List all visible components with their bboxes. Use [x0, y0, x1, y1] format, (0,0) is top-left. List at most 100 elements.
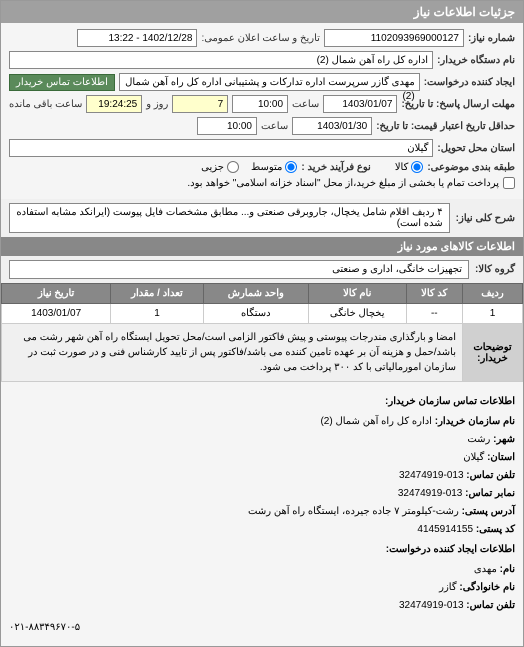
desc-text: امضا و بارگذاری مندرجات پیوستی و پیش فاک…: [2, 324, 463, 382]
row-buyer-org: نام دستگاه خریدار: اداره کل راه آهن شمال…: [9, 51, 515, 69]
days-remaining-value: 7: [172, 95, 228, 113]
deadline-label: مهلت ارسال پاسخ: تا تاریخ:: [401, 99, 515, 110]
deadline-date-value: 1403/01/07: [323, 95, 397, 113]
payment-checkbox-label: پرداخت تمام یا بخشی از مبلغ خرید،از محل …: [187, 178, 499, 189]
process-type-label: نوع فرآیند خرید :: [301, 162, 370, 173]
td-date: 1403/01/07: [2, 304, 111, 324]
contact-phone-value: 013-32474919: [399, 470, 464, 481]
remaining-suffix: ساعت باقی مانده: [9, 99, 82, 110]
goods-group-label: گروه کالا:: [475, 264, 515, 275]
buyer-contact-title: اطلاعات تماس سازمان خریدار:: [9, 394, 515, 410]
radio-small-label: جزیی: [201, 162, 224, 173]
desc-row: توضیحات خریدار: امضا و بارگذاری مندرجات …: [2, 324, 523, 382]
td-name: یخچال خانگی: [308, 304, 406, 324]
contact-req-phone-value: 013-32474919: [399, 600, 464, 611]
deadline-time-value: 10:00: [232, 95, 288, 113]
contact-line-postal: کد پستی: 4145914155: [9, 522, 515, 538]
th-qty: تعداد / مقدار: [111, 284, 203, 304]
contact-name-label: نام:: [500, 564, 515, 575]
th-unit: واحد شمارش: [203, 284, 308, 304]
contact-org-label: نام سازمان خریدار:: [435, 416, 515, 427]
contact-org-value: اداره کل راه آهن شمال (2): [320, 416, 432, 427]
contact-line-fax: نمابر تماس: 013-32474919: [9, 486, 515, 502]
need-title-value: ۴ ردیف اقلام شامل یخچال، جاروبرقی صنعتی …: [9, 203, 450, 233]
radio-group-1: کالا: [395, 161, 424, 173]
goods-table: ردیف کد کالا نام کالا واحد شمارش تعداد /…: [1, 283, 523, 382]
desc-label: توضیحات خریدار:: [463, 324, 523, 382]
td-row: 1: [463, 304, 523, 324]
contact-line-city: شهر: رشت: [9, 432, 515, 448]
row-req-number: شماره نیاز: 1102093969000127 تاریخ و ساع…: [9, 29, 515, 47]
contact-name-value: مهدی: [474, 564, 497, 575]
radio-goods-label: کالا: [395, 162, 409, 173]
contact-phone-label: تلفن تماس:: [466, 470, 515, 481]
table-header-row: ردیف کد کالا نام کالا واحد شمارش تعداد /…: [2, 284, 523, 304]
goods-section-title: اطلاعات کالاهای مورد نیاز: [1, 237, 523, 256]
req-number-value: 1102093969000127: [324, 29, 464, 47]
contact-city-label: شهر:: [493, 434, 515, 445]
footer-phone: ۰۲۱-۸۸۳۴۹۶۷۰-۵: [9, 622, 80, 633]
contact-province-label: استان:: [487, 452, 515, 463]
contact-city-value: رشت: [467, 434, 490, 445]
contact-postal-value: 4145914155: [417, 524, 473, 535]
row-province: استان محل تحویل: گیلان: [9, 139, 515, 157]
th-name: نام کالا: [308, 284, 406, 304]
contact-line-address: آدرس پستی: رشت-کیلومتر ۷ جاده جیرده، ایس…: [9, 504, 515, 520]
row-classification: طبقه بندی موضوعی: کالا نوع فرآیند خرید :…: [9, 161, 515, 173]
radio-small-item[interactable]: جزیی: [201, 161, 239, 173]
time-label-1: ساعت: [292, 99, 319, 110]
contact-address-label: آدرس پستی:: [462, 506, 515, 517]
time-label-2: ساعت: [261, 121, 288, 132]
radio-medium[interactable]: [285, 161, 297, 173]
validity-time-value: 10:00: [197, 117, 257, 135]
validity-date-value: 1403/01/30: [292, 117, 372, 135]
th-date: تاریخ نیاز: [2, 284, 111, 304]
td-unit: دستگاه: [203, 304, 308, 324]
payment-checkbox[interactable]: [503, 177, 515, 189]
contact-province-value: گیلان: [463, 452, 484, 463]
remaining-time-value: 19:24:25: [86, 95, 142, 113]
radio-medium-label: متوسط: [251, 162, 282, 173]
requester-value: مهدی گازر سرپرست اداره تدارکات و پشتیبان…: [119, 73, 420, 91]
td-qty: 1: [111, 304, 203, 324]
contact-lastname-value: گازر: [439, 582, 456, 593]
contact-button[interactable]: اطلاعات تماس خریدار: [9, 74, 115, 91]
province-label: استان محل تحویل:: [437, 143, 515, 154]
goods-group-row: گروه کالا: تجهیزات خانگی، اداری و صنعتی: [1, 256, 523, 283]
province-value: گیلان: [9, 139, 433, 157]
page-header: جزئیات اطلاعات نیاز: [1, 1, 523, 23]
radio-medium-item[interactable]: متوسط: [251, 161, 297, 173]
need-title-row: شرح کلی نیاز: ۴ ردیف اقلام شامل یخچال، ج…: [1, 199, 523, 237]
contact-line-req-phone: تلفن تماس: 013-32474919: [9, 598, 515, 614]
radio-group-2: متوسط جزیی: [201, 161, 297, 173]
contact-postal-label: کد پستی:: [476, 524, 515, 535]
contact-req-phone-label: تلفن تماس:: [466, 600, 515, 611]
buyer-org-label: نام دستگاه خریدار:: [437, 55, 515, 66]
need-title-label: شرح کلی نیاز:: [456, 213, 515, 224]
th-code: کد کالا: [406, 284, 462, 304]
contact-fax-label: نمابر تماس:: [465, 488, 515, 499]
radio-small[interactable]: [227, 161, 239, 173]
contact-fax-value: 013-32474919: [398, 488, 463, 499]
remaining-label: روز و: [146, 99, 168, 110]
req-number-label: شماره نیاز:: [468, 33, 515, 44]
page-title: جزئیات اطلاعات نیاز: [414, 5, 515, 19]
validity-label: حداقل تاریخ اعتبار قیمت: تا تاریخ:: [376, 121, 515, 132]
radio-goods[interactable]: [411, 161, 423, 173]
buyer-org-value: اداره کل راه آهن شمال (2): [9, 51, 433, 69]
row-validity: حداقل تاریخ اعتبار قیمت: تا تاریخ: 1403/…: [9, 117, 515, 135]
contact-lastname-label: نام خانوادگی:: [459, 582, 515, 593]
row-deadline: مهلت ارسال پاسخ: تا تاریخ: 1403/01/07 سا…: [9, 95, 515, 113]
radio-goods-item[interactable]: کالا: [395, 161, 424, 173]
row-requester: ایجاد کننده درخواست: مهدی گازر سرپرست اد…: [9, 73, 515, 91]
contact-line-lastname: نام خانوادگی: گازر: [9, 580, 515, 596]
contact-line-province: استان: گیلان: [9, 450, 515, 466]
announce-date-value: 1402/12/28 - 13:22: [77, 29, 197, 47]
contact-line-org: نام سازمان خریدار: اداره کل راه آهن شمال…: [9, 414, 515, 430]
form-section: شماره نیاز: 1102093969000127 تاریخ و ساع…: [1, 23, 523, 199]
classification-label: طبقه بندی موضوعی:: [427, 162, 515, 173]
main-container: جزئیات اطلاعات نیاز شماره نیاز: 11020939…: [0, 0, 524, 647]
goods-group-value: تجهیزات خانگی، اداری و صنعتی: [9, 260, 469, 279]
table-row: 1 -- یخچال خانگی دستگاه 1 1403/01/07: [2, 304, 523, 324]
td-code: --: [406, 304, 462, 324]
